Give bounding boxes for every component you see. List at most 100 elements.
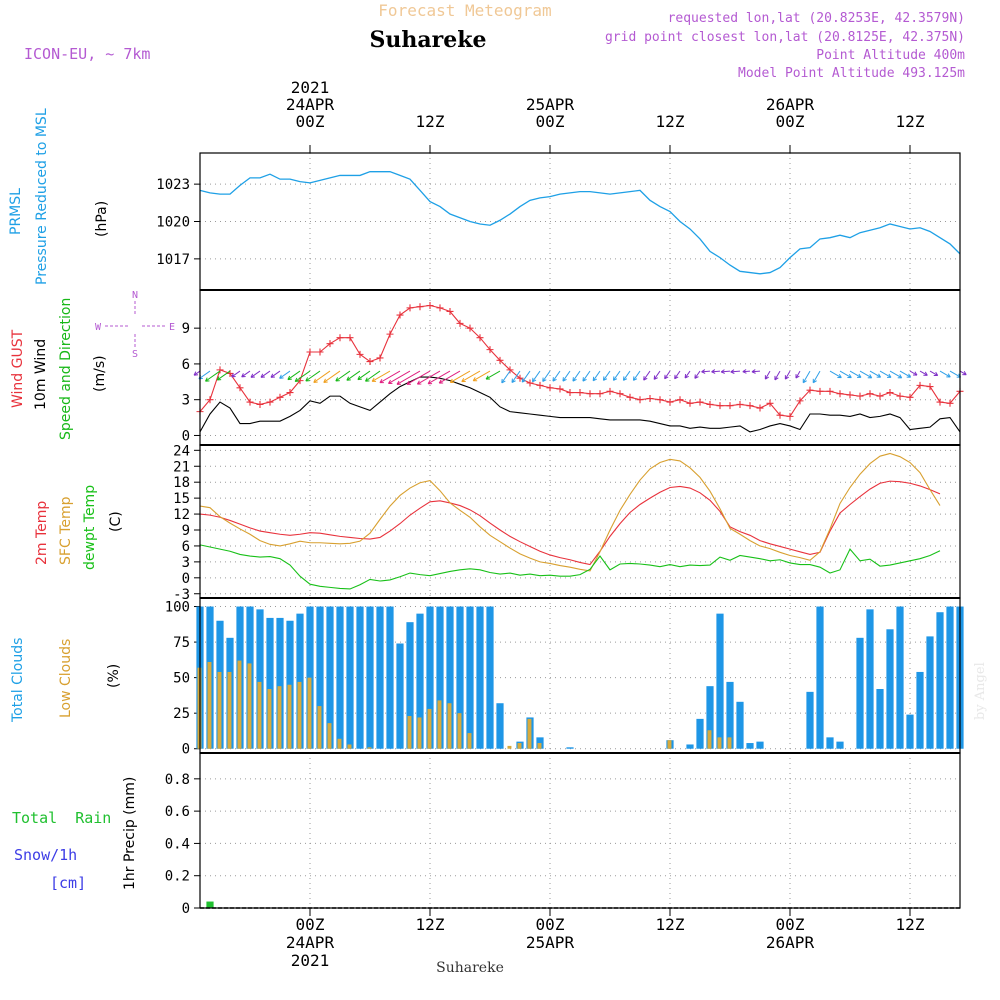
total-clouds-bar	[276, 617, 284, 749]
low-clouds-bar	[227, 671, 232, 749]
bottom-time-label: 12Z	[416, 915, 445, 934]
wind-gust-marker	[666, 398, 674, 406]
total-clouds-bar	[566, 747, 574, 749]
wind-gust-marker	[636, 396, 644, 404]
wind-direction-arrow	[899, 370, 912, 378]
wind-gust-marker	[286, 389, 294, 397]
wind-gust-marker	[846, 391, 854, 399]
clouds-frame	[199, 597, 961, 754]
wind-direction-arrow	[774, 370, 781, 381]
wind-gust-marker	[326, 340, 334, 348]
wind-gust-label: Wind GUST	[10, 329, 26, 408]
wind-direction-arrow	[438, 370, 461, 384]
wind-gust-marker	[946, 399, 954, 407]
temp-dewpt-label: dewpt Temp	[82, 485, 98, 570]
clouds-y-tick-label: 50	[173, 671, 190, 687]
wind-direction-arrow	[859, 370, 873, 379]
wind-direction-arrow	[684, 370, 691, 379]
wind-gust-marker	[476, 334, 484, 342]
top-date-label: 24APR	[286, 95, 335, 114]
wind-gust-marker	[276, 393, 284, 401]
low-clouds-bar	[417, 717, 422, 749]
wind-direction-arrow	[531, 370, 541, 383]
wind-panel: 0 3 6 9	[182, 289, 967, 446]
wind-direction-arrow	[849, 370, 862, 378]
wind-direction-arrow	[216, 370, 231, 381]
pressure-label-name: Pressure Reduced to MSL	[34, 108, 50, 285]
wind-gust-marker	[426, 302, 434, 309]
total-clouds-bar	[906, 714, 914, 749]
wind-direction-arrow	[929, 370, 939, 377]
pressure-y-tick-label: 1017	[156, 252, 190, 268]
low-clouds-bar	[267, 689, 272, 749]
low-clouds-label: Low Clouds	[58, 639, 74, 718]
location-title: Suhareke	[370, 27, 487, 53]
low-clouds-bar	[297, 681, 302, 749]
wind-direction-arrow	[742, 369, 751, 374]
low-clouds-bar	[507, 745, 512, 749]
total-clouds-bar	[346, 606, 354, 749]
wind-gust-marker	[856, 392, 864, 400]
bottom-time-label: 12Z	[656, 915, 685, 934]
sfc-temp-series-line	[199, 452, 941, 572]
top-time-label: 00Z	[776, 112, 805, 131]
wind-direction-arrow	[371, 370, 391, 382]
wind-gust-marker	[506, 366, 514, 374]
wind-10m-label: 10m Wind	[33, 339, 49, 410]
total-clouds-bar	[396, 643, 404, 749]
wind-direction-arrow	[511, 370, 521, 383]
wind-direction-arrow	[461, 370, 481, 383]
low-clouds-bar	[237, 660, 242, 749]
wind-gust-marker	[826, 387, 834, 395]
wind-gust-marker	[816, 387, 824, 395]
wind-gust-marker	[736, 400, 744, 408]
low-clouds-bar	[467, 733, 472, 749]
wind-y-tick-label: 9	[182, 321, 190, 337]
temp-y-tick-label: 18	[173, 475, 190, 491]
total-clouds-bar	[736, 701, 744, 749]
low-clouds-bar	[717, 737, 722, 749]
wind-gust-marker	[216, 366, 224, 374]
low-clouds-bar	[307, 677, 312, 749]
total-clouds-bar	[406, 622, 414, 749]
wind-direction-arrow	[521, 370, 531, 383]
wind-gust-marker	[656, 396, 664, 404]
wind-gust-marker	[486, 346, 494, 354]
pressure-y-tick-label: 1020	[156, 215, 190, 231]
forecast-title: Forecast Meteogram	[378, 1, 551, 20]
top-date-label: 26APR	[766, 95, 815, 114]
total-clouds-bar	[316, 606, 324, 749]
total-clouds-bar	[856, 637, 864, 749]
bottom-time-label: 12Z	[896, 915, 925, 934]
wind-direction-arrow	[664, 370, 671, 380]
total-clouds-bar	[926, 636, 934, 749]
precip-y-tick-label: 0.2	[165, 869, 190, 885]
wind-y-tick-label: 3	[182, 393, 190, 409]
temp-unit: (C)	[108, 511, 124, 532]
wind-direction-arrow	[653, 370, 661, 380]
wind-direction-arrow	[784, 370, 791, 380]
requested-coords: requested lon,lat (20.8253E, 42.3579N)	[668, 11, 965, 26]
rain-label: Total Rain	[12, 809, 111, 827]
wind-gust-marker	[696, 398, 704, 406]
wind-direction-arrow	[335, 370, 351, 382]
total-clouds-bar	[896, 606, 904, 749]
total-clouds-bar	[746, 743, 754, 749]
wind-gust-marker	[566, 389, 574, 397]
wind-gust-marker	[596, 390, 604, 398]
wind-direction-arrow	[250, 370, 261, 378]
wind-direction-arrow	[701, 369, 711, 374]
temp-y-tick-label: 24	[173, 443, 190, 459]
total-clouds-bar	[386, 606, 394, 749]
snow-label: Snow/1h	[14, 846, 77, 864]
wind-direction-arrow	[406, 370, 431, 385]
wind-gust-marker	[316, 348, 324, 356]
wind-direction-arrow	[674, 370, 681, 380]
wind-direction-arrow	[485, 370, 501, 380]
wind-gust-marker	[266, 398, 274, 406]
low-clouds-bar	[317, 706, 322, 749]
low-clouds-bar	[347, 744, 352, 749]
wind-direction-arrow	[829, 370, 842, 379]
wind-direction-arrow	[287, 370, 301, 381]
